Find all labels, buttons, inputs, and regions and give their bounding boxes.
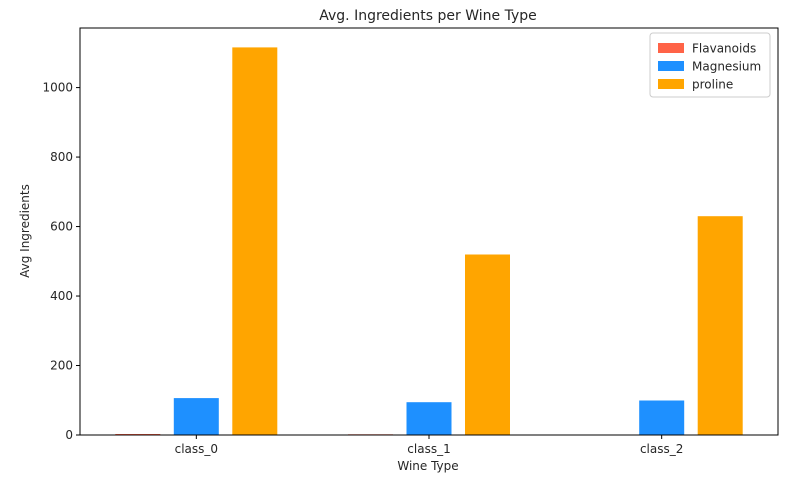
plot-area: [115, 47, 743, 436]
y-tick-label: 400: [50, 289, 73, 303]
y-axis-label: Avg Ingredients: [18, 184, 32, 278]
legend-swatch-magnesium: [658, 61, 684, 71]
x-tick-label: class_1: [407, 442, 450, 456]
legend-label-flavanoids: Flavanoids: [692, 42, 756, 56]
legend-label-magnesium: Magnesium: [692, 60, 761, 74]
y-tick-label: 200: [50, 359, 73, 373]
bar-proline-class_0: [232, 47, 278, 436]
legend-swatch-flavanoids: [658, 43, 684, 53]
legend-label-proline: proline: [692, 78, 733, 92]
y-tick-label: 800: [50, 150, 73, 164]
x-tick-label: class_0: [175, 442, 218, 456]
x-axis: class_0 class_1 class_2: [175, 435, 683, 456]
chart-title: Avg. Ingredients per Wine Type: [319, 8, 537, 24]
bar-proline-class_1: [465, 254, 510, 435]
y-tick-label: 600: [50, 220, 73, 234]
y-axis: 0 200 400 600 800 1000: [42, 81, 80, 442]
x-tick-label: class_2: [640, 442, 683, 456]
y-tick-label: 0: [65, 428, 73, 442]
legend-swatch-proline: [658, 79, 684, 89]
legend: Flavanoids Magnesium proline: [649, 32, 771, 98]
x-axis-label: Wine Type: [397, 459, 458, 473]
bar-proline-class_2: [697, 216, 743, 435]
y-tick-label: 1000: [42, 81, 73, 95]
bar-magnesium-class_2: [639, 400, 685, 435]
bar-magnesium-class_0: [173, 398, 219, 435]
bar-magnesium-class_1: [406, 402, 452, 435]
